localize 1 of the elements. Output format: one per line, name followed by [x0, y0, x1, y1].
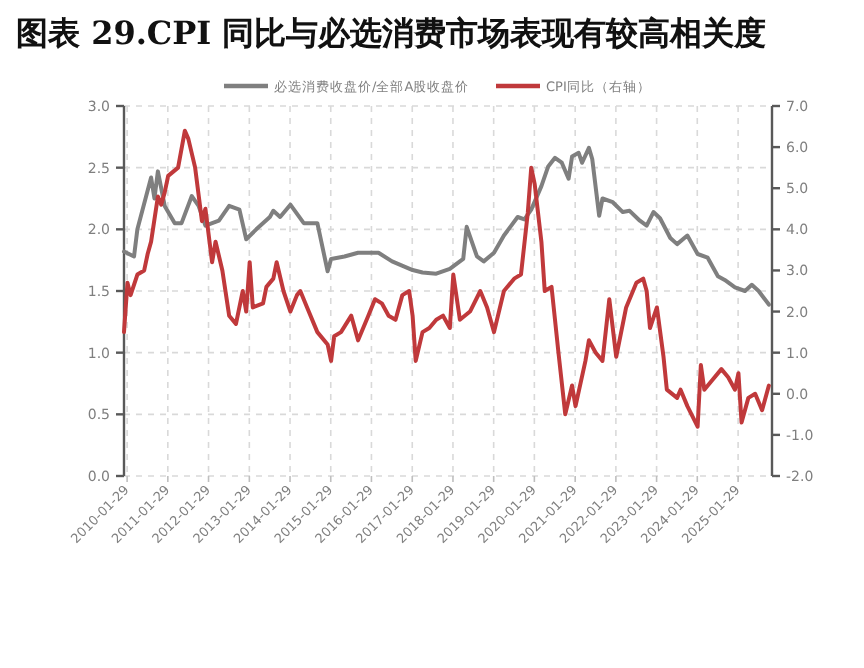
chart-title: 图表 29.CPI 同比与必选消费市场表现有较高相关度: [16, 14, 767, 52]
